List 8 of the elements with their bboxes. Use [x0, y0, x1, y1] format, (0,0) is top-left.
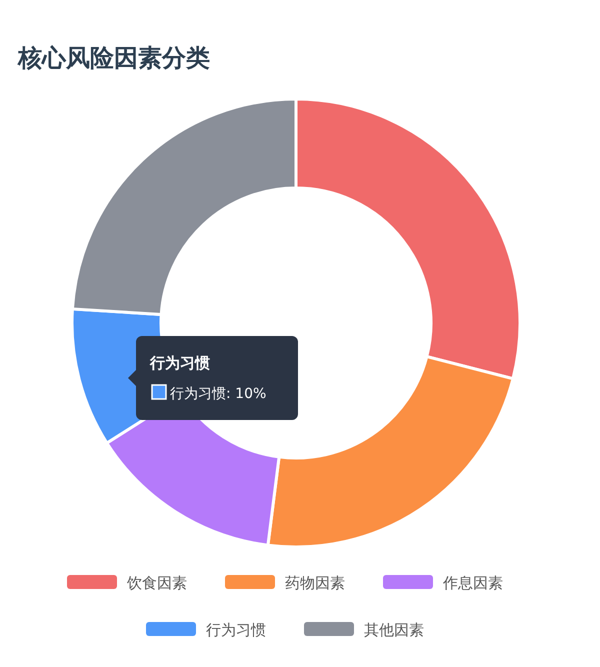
- legend-label: 作息因素: [442, 574, 503, 592]
- legend-label: 行为习惯: [206, 621, 266, 639]
- legend-label: 药物因素: [285, 574, 345, 592]
- text: 行为习惯: [149, 354, 210, 372]
- chart-title: 核心风险因素分类: [17, 44, 210, 72]
- text: 行为习惯: 10%: [170, 386, 266, 402]
- legend-label: 其他因素: [364, 621, 424, 639]
- legend-label: 饮食因素: [126, 574, 187, 592]
